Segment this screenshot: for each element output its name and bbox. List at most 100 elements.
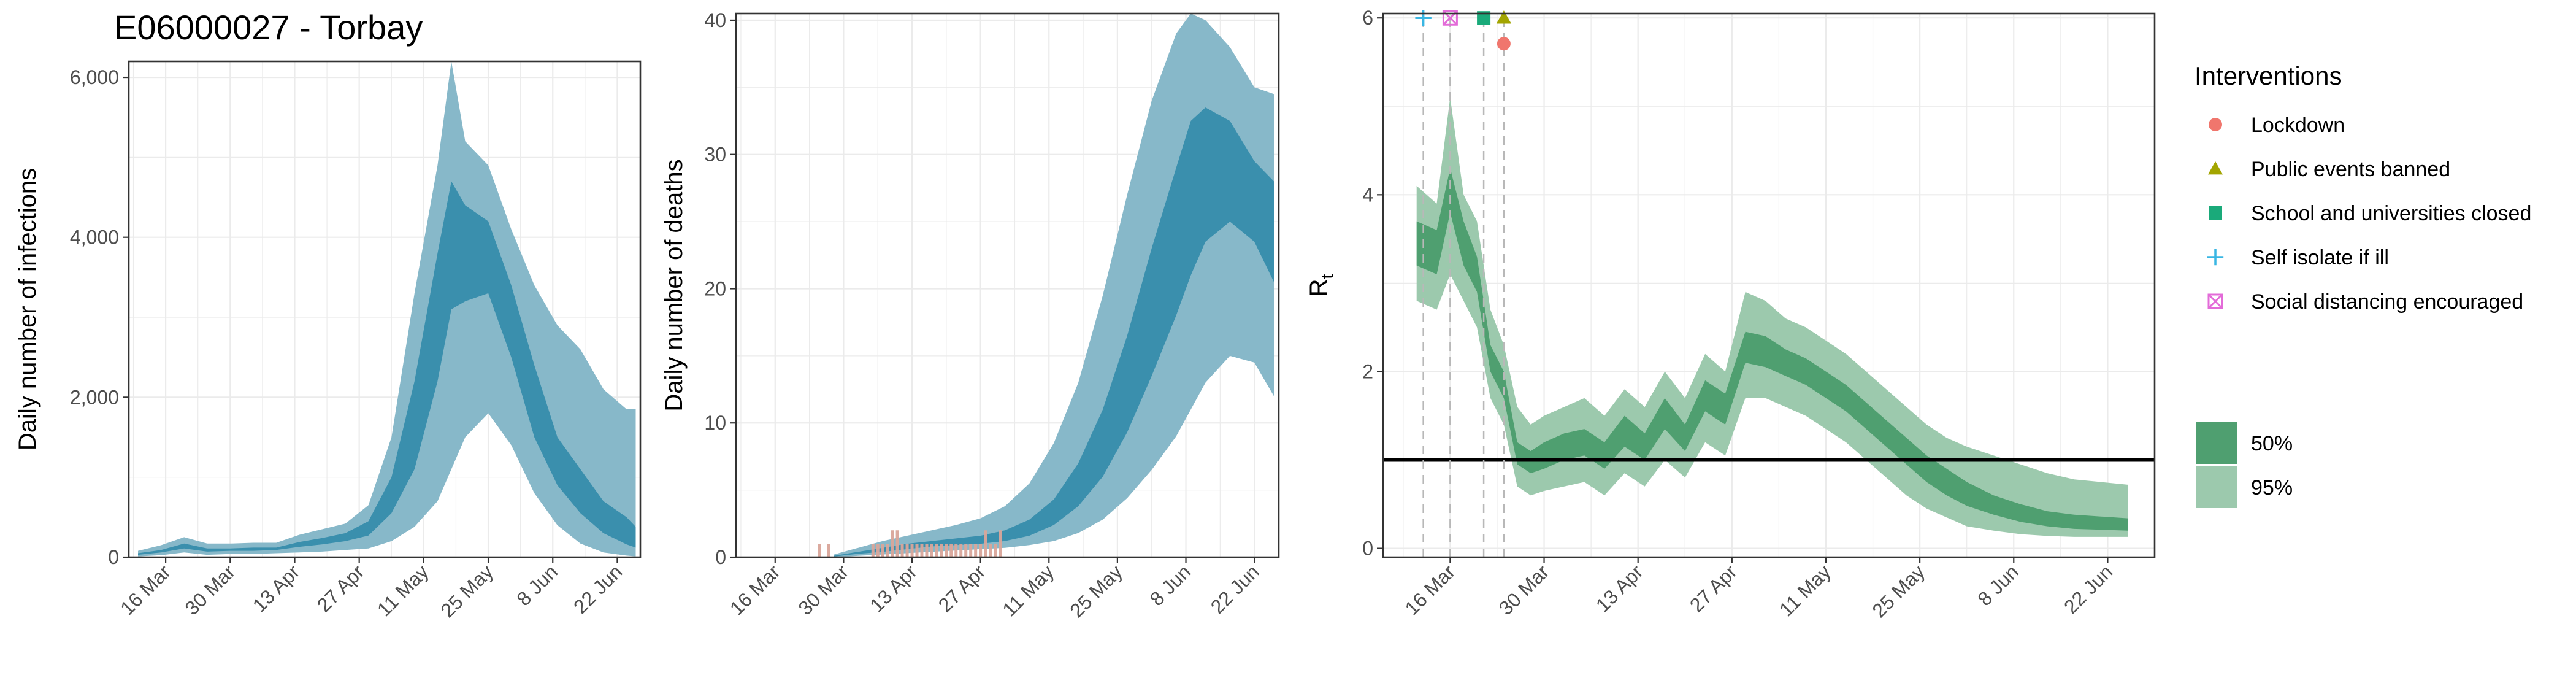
observed-death-bar: [974, 544, 978, 557]
legend-label: 50%: [2251, 432, 2293, 455]
plot-border: [1382, 12, 2156, 558]
x-tick-label: 11 May: [373, 560, 433, 620]
legend-label: 95%: [2251, 476, 2293, 500]
legend-marker-plus: [2207, 249, 2224, 266]
legend-marker-square: [2209, 206, 2222, 220]
observed-death-bar: [871, 544, 875, 557]
band-50: [138, 181, 636, 555]
page-title: E06000027 - Torbay: [114, 8, 423, 47]
observed-death-bar: [910, 544, 914, 557]
x-tick-label: 30 Mar: [180, 560, 239, 619]
y-tick-label: 20: [704, 277, 726, 299]
plot-border: [128, 60, 642, 558]
observed-death-bar: [989, 544, 992, 557]
observed-death-bar: [999, 530, 1002, 557]
y-axis-title-main: R: [1305, 279, 1332, 296]
legend-label: School and universities closed: [2251, 202, 2531, 225]
observed-death-bar: [876, 544, 880, 557]
chart-rt: 0 2 4 6 16 Mar 30 Mar 13 Apr 27 Apr 11 May 25 May…: [1305, 7, 2156, 622]
legend-marker-circle: [2209, 118, 2222, 131]
band-50: [1416, 168, 2128, 531]
legend-marker-boxx: [2207, 293, 2223, 309]
observed-death-bar: [905, 544, 909, 557]
observed-death-bar: [994, 544, 997, 557]
y-tick-label: 30: [704, 144, 726, 166]
x-tick-label: 22 Jun: [569, 560, 626, 617]
y-tick-label: 10: [704, 412, 726, 434]
y-tick-label: 0: [715, 546, 726, 568]
observed-death-bar: [895, 530, 899, 557]
intervention-marker-triangle: [1496, 10, 1512, 24]
observed-death-bar: [984, 530, 987, 557]
plot-border: [735, 12, 1280, 558]
y-tick-label: 4: [1362, 183, 1373, 206]
observed-deaths: [818, 530, 1002, 557]
interventions: [1415, 10, 1512, 557]
observed-death-bar: [881, 544, 884, 557]
legend: Interventions Lockdown Public events banne…: [2195, 61, 2531, 508]
legend-swatch-ci: [2196, 466, 2237, 508]
x-tick-label: 11 May: [998, 560, 1058, 620]
x-tick-label: 27 Apr: [313, 560, 369, 616]
y-axis-title: Daily number of infections: [14, 168, 41, 450]
observed-death-bar: [915, 544, 919, 557]
observed-death-bar: [940, 544, 943, 557]
x-tick-label: 8 Jun: [1146, 560, 1195, 610]
x-tick-label: 30 Mar: [1495, 560, 1554, 619]
x-tick-label: 8 Jun: [1973, 560, 2023, 610]
y-tick-label: 0: [108, 546, 119, 568]
observed-death-bar: [886, 544, 889, 557]
observed-death-bar: [959, 544, 963, 557]
legend-label: Lockdown: [2251, 114, 2345, 137]
x-tick-label: 16 Mar: [1400, 560, 1459, 619]
legend-title: Interventions: [2195, 61, 2342, 90]
band-95: [1416, 97, 2128, 537]
intervention-marker-plus: [1415, 10, 1432, 26]
x-tick-label: 8 Jun: [512, 560, 562, 610]
observed-death-bar: [979, 544, 983, 557]
x-tick-label: 25 May: [1868, 560, 1929, 622]
observed-death-bar: [949, 544, 953, 557]
y-tick-label: 2,000: [70, 386, 119, 408]
observed-death-bar: [827, 544, 830, 557]
y-tick-label: 4,000: [70, 226, 119, 249]
x-tick-label: 22 Jun: [1206, 560, 1263, 617]
intervention-marker-circle: [1497, 37, 1511, 51]
band-95: [138, 61, 636, 557]
observed-death-bar: [925, 544, 929, 557]
x-tick-label: 13 Apr: [1592, 560, 1647, 616]
y-axis-title: Daily number of deaths: [661, 159, 688, 411]
x-tick-label: 25 May: [1065, 560, 1127, 622]
legend-label: Public events banned: [2251, 158, 2450, 181]
x-tick-label: 25 May: [436, 560, 497, 622]
observed-death-bar: [920, 544, 924, 557]
x-tick-label: 27 Apr: [934, 560, 990, 616]
y-tick-label: 2: [1362, 360, 1373, 382]
x-tick-label: 11 May: [1775, 560, 1835, 620]
x-tick-label: 30 Mar: [794, 560, 853, 619]
observed-death-bar: [964, 544, 968, 557]
x-tick-label: 27 Apr: [1685, 560, 1741, 616]
x-tick-label: 22 Jun: [2060, 560, 2117, 617]
intervention-marker-square: [1477, 11, 1491, 25]
chart-infections: 0 2,000 4,000 6,000 16 Mar 30 Mar 13 Apr 27 Apr…: [14, 60, 642, 622]
y-tick-label: 40: [704, 9, 726, 31]
observed-death-bar: [935, 544, 938, 557]
legend-label: Self isolate if ill: [2251, 246, 2389, 269]
legend-swatch-ci: [2196, 422, 2237, 464]
y-axis-title-subscript: t: [1317, 274, 1336, 279]
x-tick-label: 16 Mar: [726, 560, 784, 619]
observed-death-bar: [818, 544, 821, 557]
observed-death-bar: [969, 544, 973, 557]
observed-death-bar: [954, 544, 958, 557]
y-tick-label: 0: [1362, 538, 1373, 560]
observed-death-bar: [900, 544, 904, 557]
y-tick-label: 6: [1362, 7, 1373, 29]
y-tick-label: 6,000: [70, 66, 119, 88]
band-50: [834, 107, 1274, 557]
observed-death-bar: [945, 544, 948, 557]
legend-label: Social distancing encouraged: [2251, 290, 2523, 314]
band-95: [834, 14, 1274, 557]
